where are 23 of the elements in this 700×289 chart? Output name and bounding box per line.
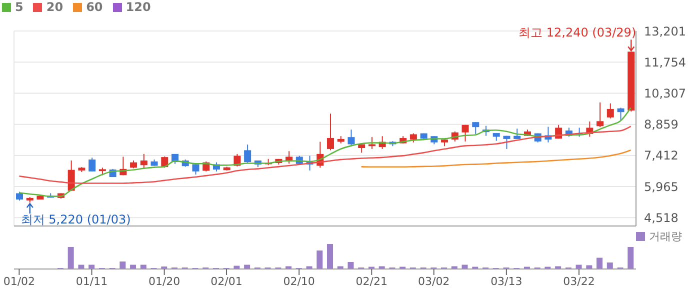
y-tick-label: 7,412 (644, 148, 678, 163)
y-tick-label: 10,307 (644, 86, 686, 100)
x-tick-label: 01/20 (148, 274, 180, 288)
y-tick-label: 5,965 (644, 180, 678, 194)
x-tick-label: 03/22 (563, 274, 595, 288)
y-tick-label: 13,201 (644, 24, 686, 38)
legend-label: 120 (126, 0, 151, 14)
y-tick-label: 11,754 (644, 55, 686, 70)
x-tick-label: 02/21 (356, 274, 388, 288)
annotation: 최고 12,240 (03/29) (518, 26, 636, 40)
x-tick-label: 03/13 (490, 274, 522, 288)
x-tick-label: 01/02 (3, 274, 36, 288)
x-tick-label: 02/01 (210, 274, 242, 288)
legend-label: 60 (86, 0, 103, 14)
x-tick-label: 02/10 (283, 274, 315, 288)
annotation: 최저 5,220 (01/03) (20, 212, 131, 227)
legend-label: 20 (46, 0, 64, 14)
legend-label: 5 (15, 0, 24, 14)
y-tick-label: 4,518 (644, 210, 678, 225)
x-tick-label: 01/11 (76, 274, 108, 288)
y-tick-label: 8,859 (644, 118, 678, 132)
x-tick-label: 03/02 (418, 274, 450, 288)
legend-label: 거래량 (649, 230, 682, 243)
